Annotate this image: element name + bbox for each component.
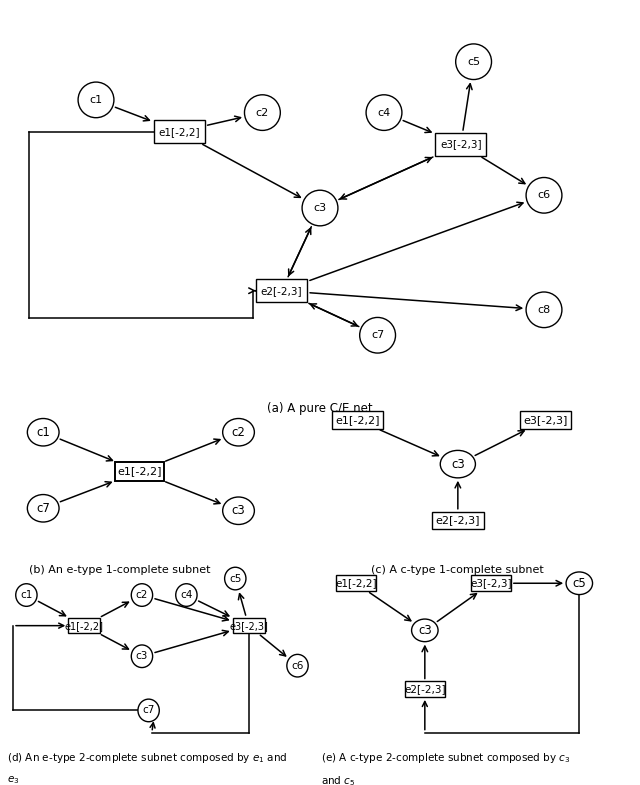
Text: c3: c3 (418, 624, 432, 637)
Text: e1[-2,2]: e1[-2,2] (158, 126, 200, 137)
Text: c1: c1 (90, 95, 102, 105)
Text: c7: c7 (143, 706, 155, 715)
Text: c7: c7 (36, 502, 50, 515)
Circle shape (223, 418, 254, 446)
Text: c7: c7 (371, 330, 384, 340)
Circle shape (412, 619, 438, 641)
Text: e3[-2,3]: e3[-2,3] (524, 415, 568, 425)
Text: e1[-2,2]: e1[-2,2] (335, 579, 377, 588)
Text: c3: c3 (451, 458, 465, 471)
Text: e3[-2,3]: e3[-2,3] (229, 621, 268, 630)
Text: c2: c2 (256, 108, 269, 118)
Text: e3[-2,3]: e3[-2,3] (440, 140, 482, 149)
Text: c8: c8 (538, 305, 550, 315)
Circle shape (566, 572, 593, 594)
FancyBboxPatch shape (232, 618, 264, 633)
Text: (b) An e-type 1-complete subnet: (b) An e-type 1-complete subnet (29, 564, 211, 575)
Circle shape (223, 497, 254, 524)
Circle shape (526, 177, 562, 213)
Text: (a) A pure C/E net: (a) A pure C/E net (267, 402, 373, 415)
Circle shape (225, 568, 246, 590)
Circle shape (366, 95, 402, 130)
Text: $e_3$: $e_3$ (7, 774, 19, 785)
Text: e1[-2,2]: e1[-2,2] (117, 466, 162, 476)
Circle shape (78, 82, 114, 118)
FancyBboxPatch shape (154, 120, 205, 143)
Circle shape (287, 655, 308, 677)
Circle shape (131, 584, 152, 606)
FancyBboxPatch shape (405, 681, 445, 697)
Text: and $c_5$: and $c_5$ (321, 774, 355, 785)
FancyBboxPatch shape (520, 411, 572, 429)
FancyBboxPatch shape (435, 133, 486, 156)
Text: e1[-2,2]: e1[-2,2] (335, 415, 380, 425)
Circle shape (456, 44, 492, 79)
Text: (d) An e-type 2-complete subnet composed by $e_1$ and: (d) An e-type 2-complete subnet composed… (7, 751, 287, 765)
Text: c1: c1 (20, 590, 33, 600)
FancyBboxPatch shape (115, 462, 163, 480)
Text: (c) A c-type 1-complete subnet: (c) A c-type 1-complete subnet (371, 564, 544, 575)
Text: c2: c2 (136, 590, 148, 600)
Text: e2[-2,3]: e2[-2,3] (436, 516, 480, 525)
Text: c3: c3 (314, 203, 326, 213)
Text: c6: c6 (538, 190, 550, 200)
Circle shape (244, 95, 280, 130)
Text: c2: c2 (232, 425, 246, 439)
Circle shape (176, 584, 197, 606)
Text: c6: c6 (291, 661, 304, 670)
FancyBboxPatch shape (432, 512, 484, 529)
Circle shape (526, 292, 562, 327)
Text: c5: c5 (572, 577, 586, 590)
Text: c3: c3 (136, 652, 148, 661)
Text: c5: c5 (467, 57, 480, 67)
Circle shape (131, 645, 152, 667)
Circle shape (28, 495, 59, 522)
Text: e2[-2,3]: e2[-2,3] (260, 286, 303, 296)
FancyBboxPatch shape (332, 411, 383, 429)
Circle shape (138, 699, 159, 721)
Text: e3[-2,3]: e3[-2,3] (470, 579, 512, 588)
Circle shape (16, 584, 37, 606)
Text: c5: c5 (229, 574, 241, 583)
Text: c1: c1 (36, 425, 50, 439)
Text: c4: c4 (378, 108, 390, 118)
Text: c4: c4 (180, 590, 193, 600)
Circle shape (440, 451, 476, 478)
FancyBboxPatch shape (68, 618, 100, 633)
Circle shape (28, 418, 59, 446)
Text: (e) A c-type 2-complete subnet composed by $c_3$: (e) A c-type 2-complete subnet composed … (321, 751, 570, 765)
FancyBboxPatch shape (336, 575, 376, 591)
FancyBboxPatch shape (471, 575, 511, 591)
Text: e2[-2,3]: e2[-2,3] (404, 685, 445, 694)
Text: c3: c3 (232, 504, 245, 517)
Circle shape (302, 190, 338, 226)
Text: e1[-2,2]: e1[-2,2] (65, 621, 104, 630)
FancyBboxPatch shape (256, 279, 307, 302)
Circle shape (360, 317, 396, 353)
